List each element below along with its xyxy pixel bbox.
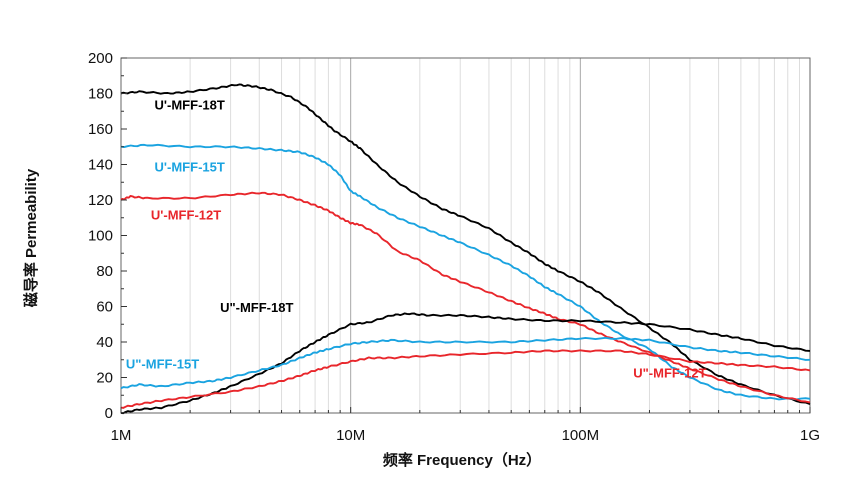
series-line-u-mff-15t: [120, 143, 811, 401]
y-axis-title: 磁导率 Permeability: [22, 168, 40, 307]
y-tick-label: 40: [96, 334, 113, 351]
x-tick-label: 100M: [562, 427, 600, 444]
y-tick-label: 100: [88, 228, 113, 245]
series-line-u-mff-18t: [120, 83, 811, 405]
y-tick-label: 60: [96, 299, 113, 316]
x-tick-label: 1G: [800, 427, 820, 444]
series-label: U"-MFF-15T: [126, 357, 199, 372]
grid: [189, 58, 800, 413]
x-tick-label: 10M: [336, 427, 365, 444]
series-label: U"-MFF-18T: [220, 300, 293, 315]
series-label: U'-MFF-18T: [155, 97, 225, 112]
series-group: [120, 83, 811, 415]
y-tick-label: 200: [88, 50, 113, 67]
series-line-u-mff-18t: [120, 312, 811, 415]
series-label: U"-MFF-12T: [633, 366, 706, 381]
series-line-u-mff-15t: [120, 336, 811, 390]
series-label: U'-MFF-15T: [155, 160, 225, 175]
y-tick-label: 120: [88, 192, 113, 209]
series-label: U'-MFF-12T: [151, 208, 221, 223]
y-tick-label: 140: [88, 157, 113, 174]
y-tick-label: 20: [96, 370, 113, 387]
series-labels: U'-MFF-18T U'-MFF-15T U'-MFF-12T U"-MFF-18T…: [126, 97, 707, 380]
y-tick-label: 180: [88, 86, 113, 103]
series-line-u-mff-12t: [120, 349, 811, 409]
x-tick-label: 1M: [111, 427, 132, 444]
y-tick-label: 80: [96, 263, 113, 280]
axes: 0 20 40 60 80 100 120 140 160 180 200 1M 10M 100M 1G: [88, 50, 820, 444]
y-tick-label: 0: [105, 405, 113, 422]
y-tick-label: 160: [88, 121, 113, 138]
series-line-u-mff-12t: [120, 191, 811, 404]
x-axis-title: 频率 Frequency（Hz）: [383, 451, 541, 469]
